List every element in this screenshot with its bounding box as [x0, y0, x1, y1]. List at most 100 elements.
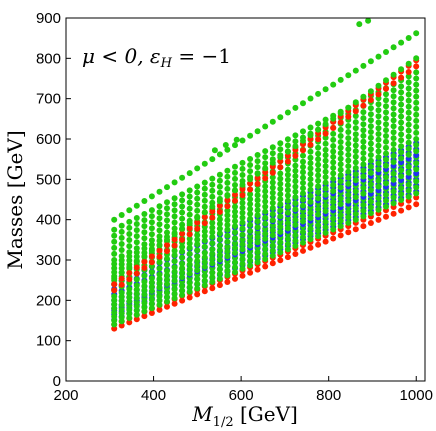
data-point	[186, 235, 193, 242]
data-point	[133, 290, 140, 297]
data-point	[375, 154, 382, 161]
y-tick-label: 100	[36, 333, 61, 350]
data-point	[126, 315, 133, 321]
data-point	[156, 297, 163, 304]
data-point	[405, 103, 412, 110]
data-point	[239, 209, 246, 216]
data-point	[390, 200, 397, 207]
data-point	[269, 174, 276, 181]
data-point	[413, 111, 420, 118]
data-point	[375, 201, 382, 207]
data-point	[224, 192, 231, 199]
data-point	[247, 232, 254, 239]
data-point	[179, 283, 186, 290]
data-point	[247, 257, 254, 264]
data-point	[360, 184, 367, 191]
data-point	[398, 107, 405, 114]
data-point	[300, 196, 306, 203]
data-point	[141, 245, 148, 252]
data-point	[209, 255, 216, 262]
data-point	[194, 232, 201, 239]
data-point	[254, 170, 261, 177]
data-point	[330, 130, 337, 137]
data-point	[186, 266, 193, 273]
data-point	[171, 201, 178, 208]
data-point	[111, 301, 118, 308]
data-point	[315, 227, 322, 234]
data-point	[126, 257, 133, 264]
data-point	[201, 282, 208, 289]
data-point	[118, 228, 125, 235]
data-point	[292, 143, 299, 150]
data-point	[118, 314, 125, 321]
data-point	[413, 201, 420, 208]
data-point	[148, 300, 155, 307]
data-point	[126, 231, 133, 237]
data-point	[292, 104, 299, 111]
data-point	[277, 207, 284, 214]
data-point	[126, 306, 133, 313]
data-point	[383, 144, 389, 151]
data-point	[292, 138, 299, 145]
ticks-layer: 200 400 600 800 1000 0 100 200 300 400 500 600 700 80…	[36, 10, 433, 404]
data-point	[201, 272, 208, 279]
data-point	[315, 189, 322, 196]
plot-frame	[65, 17, 426, 382]
data-point	[194, 214, 201, 221]
data-point	[148, 219, 155, 226]
data-point	[126, 218, 133, 225]
data-point	[413, 30, 420, 37]
data-point	[284, 158, 291, 165]
data-point	[413, 166, 420, 173]
data-point	[292, 200, 299, 207]
data-point	[254, 164, 261, 171]
data-point	[232, 223, 238, 230]
data-point	[405, 145, 412, 152]
data-point	[164, 294, 170, 301]
data-point	[307, 165, 314, 172]
points-layer	[111, 17, 420, 332]
data-point	[148, 310, 155, 316]
data-point	[156, 203, 163, 210]
data-point	[262, 208, 269, 215]
data-point	[383, 133, 389, 139]
data-point	[179, 221, 186, 228]
data-point	[398, 137, 405, 144]
data-point	[352, 153, 359, 160]
data-point	[209, 214, 216, 221]
data-point	[315, 233, 322, 240]
data-point	[186, 294, 193, 301]
data-point	[247, 156, 254, 162]
data-point	[413, 142, 420, 148]
data-point	[216, 225, 223, 232]
data-point	[239, 165, 246, 172]
data-point	[330, 235, 337, 242]
data-point	[367, 111, 374, 118]
data-point	[164, 298, 170, 305]
data-point	[269, 227, 276, 234]
data-point	[383, 127, 389, 134]
data-point	[322, 174, 329, 181]
data-point	[367, 105, 374, 112]
y-tick-label: 600	[36, 131, 61, 148]
data-point	[322, 116, 329, 123]
data-point	[232, 235, 238, 242]
data-point	[133, 245, 140, 252]
data-point	[111, 287, 118, 294]
data-point	[390, 105, 397, 112]
data-point	[352, 125, 359, 132]
data-point	[126, 253, 133, 260]
data-point	[292, 152, 299, 159]
data-point	[262, 154, 269, 161]
data-point	[186, 231, 193, 238]
data-point	[367, 152, 374, 158]
data-point	[345, 140, 352, 147]
data-point	[216, 236, 223, 243]
data-point	[224, 217, 231, 224]
data-point	[360, 144, 367, 151]
data-point	[247, 168, 254, 175]
data-point	[390, 210, 397, 217]
data-point	[254, 202, 261, 209]
data-point	[247, 228, 254, 234]
data-point	[194, 183, 201, 190]
